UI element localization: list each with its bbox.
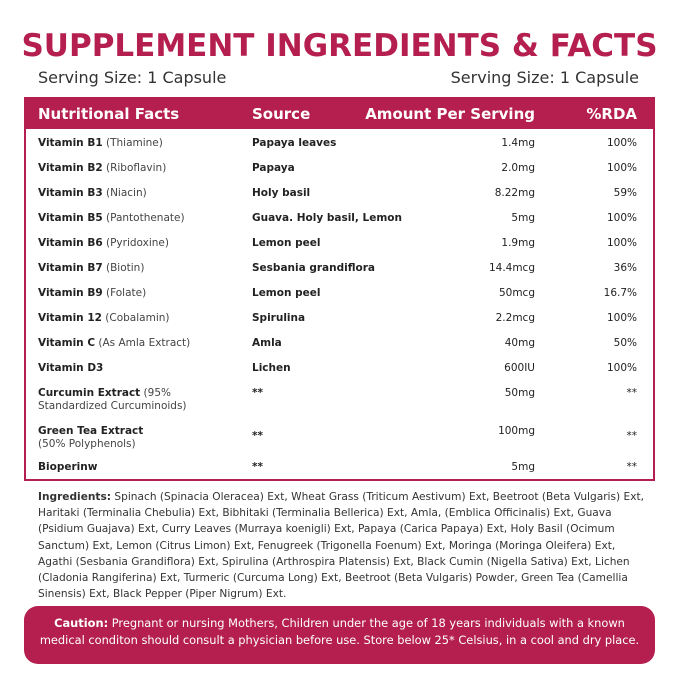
header-source: Source xyxy=(252,105,311,123)
caution-text: Pregnant or nursing Mothers, Children un… xyxy=(39,616,640,647)
nutrient-amount: 1.9mg xyxy=(501,237,535,249)
nutrient-rda: 100% xyxy=(606,137,637,149)
nutrient-rda: 100% xyxy=(606,162,637,174)
nutrient-source: ** xyxy=(252,461,263,473)
nutrient-amount: 14.4mcg xyxy=(488,262,535,274)
nutrient-source: Amla xyxy=(252,337,282,349)
nutrient-source: ** xyxy=(252,387,263,399)
nutrient-rda: 100% xyxy=(606,237,637,249)
nutrient-name: Vitamin B7 (Biotin) xyxy=(38,262,145,274)
nutrient-rda: 100% xyxy=(606,362,637,374)
nutrient-name: Vitamin B3 (Niacin) xyxy=(38,187,147,199)
nutrient-amount: 40mg xyxy=(504,337,535,349)
nutrient-name: Bioperinw xyxy=(38,461,98,473)
table-header: Nutritional Facts Source Amount Per Serv… xyxy=(26,99,653,129)
caution-banner: Caution: Pregnant or nursing Mothers, Ch… xyxy=(24,606,655,664)
nutrient-source: Lemon peel xyxy=(252,287,321,299)
nutrient-name: Vitamin B9 (Folate) xyxy=(38,287,147,299)
nutrient-rda: 16.7% xyxy=(603,287,637,299)
nutrient-name: Vitamin 12 (Cobalamin) xyxy=(38,312,170,324)
nutrient-amount: 5mg xyxy=(511,212,535,224)
nutrient-source: Papaya xyxy=(252,162,295,174)
caution-label: Caution: xyxy=(54,616,109,630)
nutrient-amount: 600IU xyxy=(504,362,535,374)
nutrient-amount: 5mg xyxy=(511,461,535,473)
nutrient-amount: 50mcg xyxy=(498,287,535,299)
nutrient-amount: 50mg xyxy=(504,387,535,399)
nutrient-source: Holy basil xyxy=(252,187,311,199)
nutrient-source: Papaya leaves xyxy=(252,137,337,149)
nutrient-source: Lemon peel xyxy=(252,237,321,249)
nutrient-rda: 100% xyxy=(606,312,637,324)
nutrition-table: Nutritional Facts Source Amount Per Serv… xyxy=(24,97,655,481)
page-title: SUPPLEMENT INGREDIENTS & FACTS xyxy=(21,28,658,64)
nutrient-source: Sesbania grandiflora xyxy=(252,262,375,274)
ingredients-list: Spinach (Spinacia Oleracea) Ext, Wheat G… xyxy=(38,491,644,601)
serving-size-left: Serving Size: 1 Capsule xyxy=(38,68,227,87)
nutrient-source: Guava. Holy basil, Lemon xyxy=(252,212,402,224)
nutrient-amount: 1.4mg xyxy=(501,137,535,149)
nutrient-rda: ** xyxy=(626,387,638,399)
nutrient-amount: 2.0mg xyxy=(501,162,535,174)
nutrient-rda: 100% xyxy=(606,212,637,224)
serving-size-right: Serving Size: 1 Capsule xyxy=(450,68,639,87)
nutrient-name: Vitamin B2 (Riboflavin) xyxy=(38,162,167,174)
header-nutritional-facts: Nutritional Facts xyxy=(38,105,180,123)
nutrient-name: Vitamin C (As Amla Extract) xyxy=(38,337,191,349)
nutrient-name: Vitamin B6 (Pyridoxine) xyxy=(38,237,169,249)
nutrient-rda: 50% xyxy=(613,337,637,349)
ingredients-label: Ingredients: xyxy=(38,491,112,503)
nutrient-amount: 100mg xyxy=(498,425,535,437)
nutrient-source: Spirulina xyxy=(252,312,306,324)
nutrient-name: Vitamin D3 xyxy=(38,362,104,374)
nutrient-rda: ** xyxy=(626,461,638,473)
header-amount-per-serving: Amount Per Serving xyxy=(365,105,535,123)
nutrient-name: Curcumin Extract (95% Standardized Curcum… xyxy=(38,387,187,412)
nutrient-amount: 8.22mg xyxy=(494,187,535,199)
nutrient-source: Lichen xyxy=(252,362,291,374)
header-rda: %RDA xyxy=(586,105,637,123)
nutrient-name: Vitamin B1 (Thiamine) xyxy=(38,137,163,149)
nutrient-rda: 36% xyxy=(613,262,637,274)
nutrient-rda: ** xyxy=(626,430,638,442)
nutrient-amount: 2.2mcg xyxy=(495,312,535,324)
nutrient-rda: 59% xyxy=(613,187,637,199)
nutrient-source: ** xyxy=(252,430,263,442)
ingredients-text: Ingredients: Spinach (Spinacia Oleracea)… xyxy=(38,489,648,602)
nutrient-name: Green Tea Extract (50% Polyphenols) xyxy=(38,425,144,450)
nutrient-name: Vitamin B5 (Pantothenate) xyxy=(38,212,185,224)
